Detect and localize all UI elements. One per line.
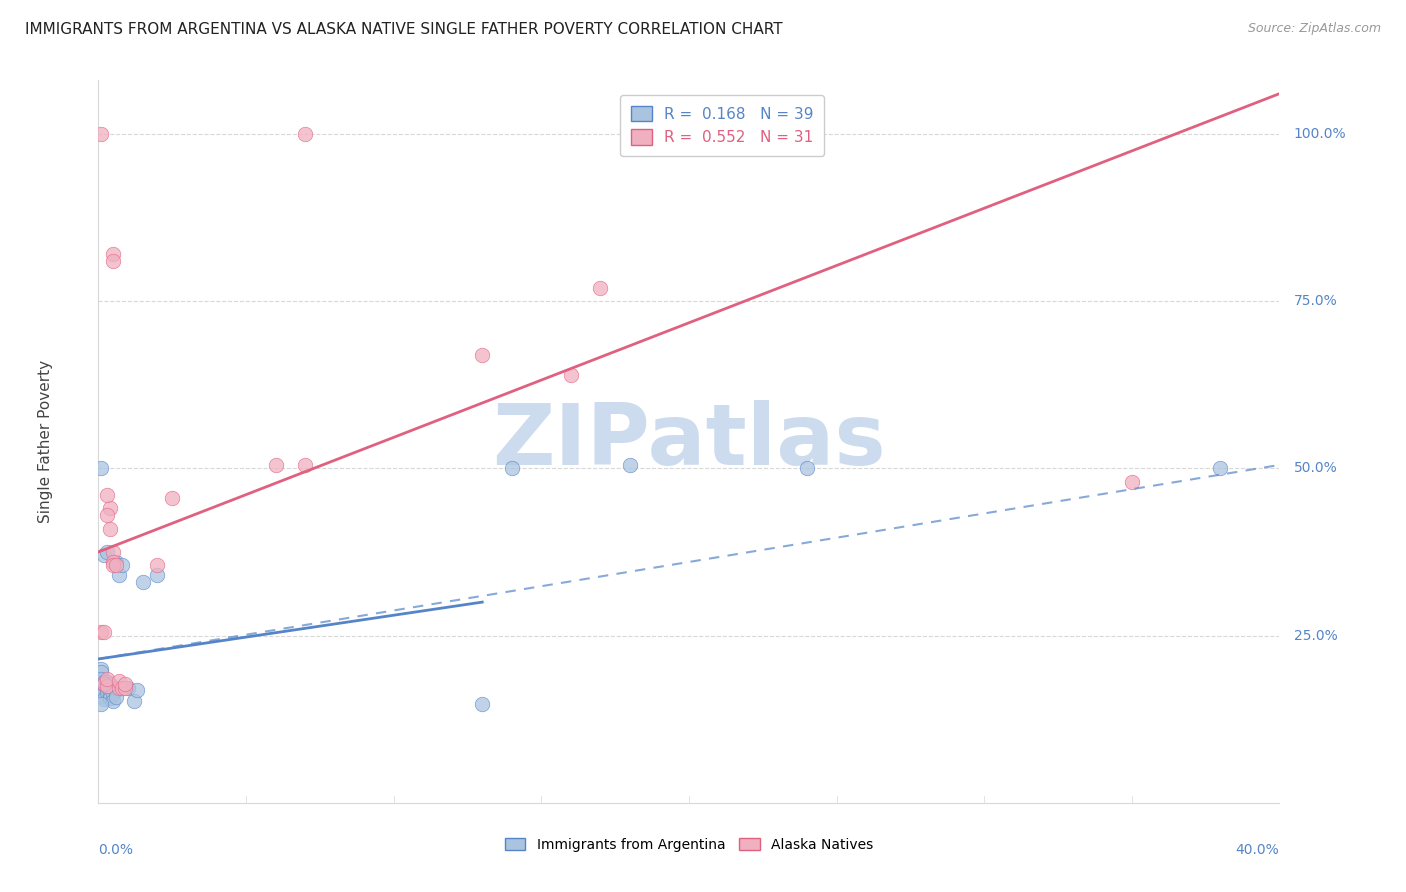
Legend: Immigrants from Argentina, Alaska Natives: Immigrants from Argentina, Alaska Native… (499, 832, 879, 857)
Point (111, 558, 134, 573)
Text: 40.0%: 40.0% (1236, 843, 1279, 856)
Point (560, 368, 582, 382)
Point (96, 675, 118, 690)
Point (98, 691, 121, 706)
Point (707, 127, 730, 141)
Point (114, 676, 136, 690)
Point (125, 683, 148, 698)
Point (108, 568, 131, 582)
Point (146, 568, 169, 582)
Point (105, 690, 128, 705)
Point (90, 127, 112, 141)
Text: 75.0%: 75.0% (1294, 294, 1337, 308)
Point (103, 681, 125, 695)
Point (93, 692, 115, 706)
Point (103, 694, 125, 708)
Point (90, 681, 112, 696)
Point (90, 665, 112, 680)
Point (294, 127, 316, 141)
Point (93, 676, 115, 690)
Point (105, 555, 128, 569)
Point (98, 521, 121, 535)
Text: 100.0%: 100.0% (1294, 127, 1347, 141)
Point (108, 674, 131, 689)
Point (93, 679, 115, 693)
Point (96, 488, 118, 502)
Point (111, 681, 134, 695)
Point (96, 685, 118, 699)
Point (108, 681, 131, 695)
Point (471, 697, 494, 711)
Point (294, 458, 316, 472)
Text: 50.0%: 50.0% (1294, 461, 1337, 475)
Point (90, 689, 112, 703)
Point (93, 685, 115, 699)
Point (132, 575, 155, 590)
Text: Source: ZipAtlas.com: Source: ZipAtlas.com (1247, 22, 1381, 36)
Point (96, 508, 118, 523)
Point (103, 247, 125, 261)
Point (90, 625, 112, 640)
Point (619, 458, 641, 472)
Text: ZIPatlas: ZIPatlas (492, 400, 886, 483)
Point (98, 681, 121, 696)
Point (1121, 475, 1143, 489)
Point (589, 281, 612, 295)
Point (122, 694, 145, 708)
Point (93, 675, 115, 690)
Point (796, 461, 818, 475)
Point (105, 558, 128, 573)
Point (103, 687, 125, 701)
Point (98, 501, 121, 516)
Point (117, 681, 139, 695)
Point (90, 662, 112, 676)
Point (96, 681, 118, 696)
Point (98, 676, 121, 690)
Point (103, 545, 125, 559)
Point (93, 548, 115, 563)
Point (501, 461, 523, 475)
Text: Single Father Poverty: Single Father Poverty (38, 360, 53, 523)
Point (264, 458, 287, 472)
Point (103, 555, 125, 569)
Point (96, 679, 118, 693)
Point (90, 697, 112, 711)
Point (90, 461, 112, 475)
Point (1209, 461, 1232, 475)
Text: 0.0%: 0.0% (98, 843, 134, 856)
Point (146, 558, 169, 573)
Text: 25.0%: 25.0% (1294, 629, 1337, 642)
Point (96, 545, 118, 559)
Point (162, 491, 183, 506)
Point (471, 348, 494, 362)
Point (114, 681, 136, 695)
Point (103, 254, 125, 268)
Point (93, 625, 115, 640)
Point (98, 687, 121, 701)
Point (90, 679, 112, 693)
Point (90, 672, 112, 686)
Point (96, 672, 118, 686)
Point (103, 558, 125, 573)
Text: IMMIGRANTS FROM ARGENTINA VS ALASKA NATIVE SINGLE FATHER POVERTY CORRELATION CHA: IMMIGRANTS FROM ARGENTINA VS ALASKA NATI… (25, 22, 783, 37)
Point (96, 679, 118, 693)
